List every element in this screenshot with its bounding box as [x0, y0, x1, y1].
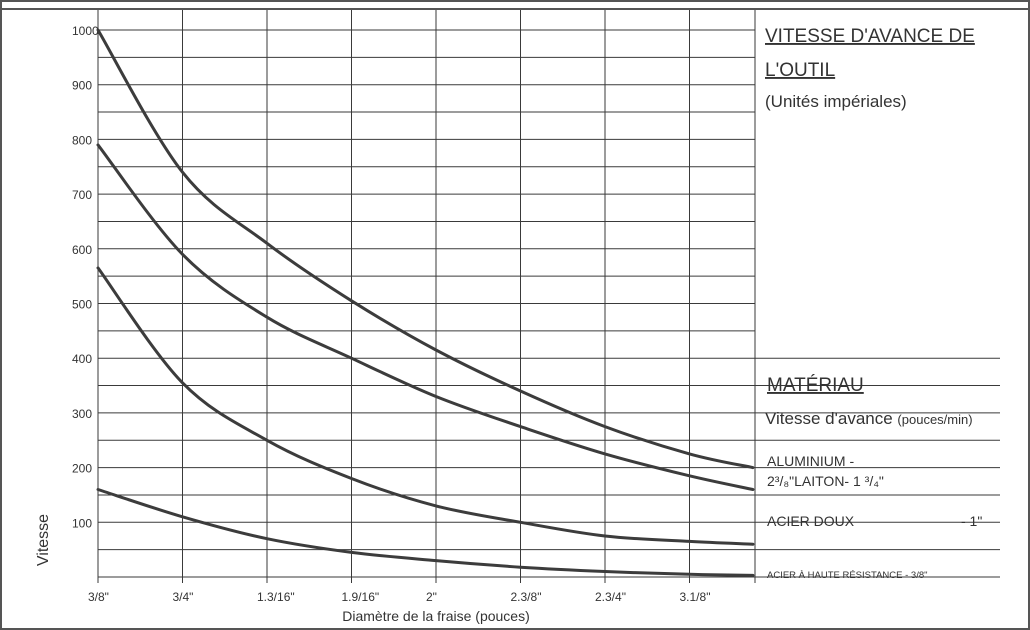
series-line-1: [96, 28, 755, 470]
x-tick-labels: 3/8" 3/4" 1.3/16" 1.9/16" 2" 2.3/8" 2.3/4" 3.1/…: [88, 590, 710, 604]
y-tick-label: 300: [72, 407, 92, 421]
x-tick-label: 3/4": [173, 590, 194, 604]
legend-subheading-unit: (pouces/min): [897, 412, 972, 427]
legend-item-laiton: 2³/₈"LAITON- 1 ³/₄": [767, 473, 884, 489]
series-line-3: [96, 266, 755, 546]
y-tick-label: 1000: [72, 24, 99, 38]
x-tick-label: 2": [426, 590, 437, 604]
chart-title-line-2: L'OUTIL: [765, 60, 835, 81]
series-line-4: [96, 488, 755, 577]
legend-subheading-text: Vitesse d'avance: [765, 409, 893, 428]
legend-item-acier-doux-value: - 1": [961, 513, 982, 529]
y-tick-labels: 1000 900 800 700 600 500 400 300 200 100: [72, 24, 99, 530]
y-tick-label: 100: [72, 516, 92, 530]
x-tick-label: 2.3/4": [595, 590, 626, 604]
series-lines: [96, 28, 755, 577]
y-axis-title: Vitesse: [35, 514, 52, 566]
legend-item-acier-doux: ACIER DOUX: [767, 513, 855, 529]
y-tick-label: 500: [72, 298, 92, 312]
x-axis-title: Diamètre de la fraise (pouces): [342, 608, 530, 624]
x-tick-label: 3.1/8": [680, 590, 711, 604]
chart-title-line-1: VITESSE D'AVANCE DE: [765, 26, 975, 47]
x-tick-label: 2.3/8": [511, 590, 542, 604]
legend-heading: MATÉRIAU: [767, 375, 864, 396]
y-tick-label: 600: [72, 243, 92, 257]
y-tick-label: 900: [72, 79, 92, 93]
chart-subtitle: (Unités impériales): [765, 92, 907, 111]
x-tick-label: 1.9/16": [342, 590, 380, 604]
series-line-2: [96, 143, 755, 491]
legend-item-aluminium: ALUMINIUM -: [767, 453, 854, 469]
legend-subheading: Vitesse d'avance (pouces/min): [765, 409, 973, 428]
legend-item-acier-haute-resistance: ACIER À HAUTE RÉSISTANCE - 3/8": [767, 570, 928, 581]
y-tick-label: 800: [72, 133, 92, 147]
x-tick-label: 1.3/16": [257, 590, 295, 604]
y-tick-label: 400: [72, 352, 92, 366]
y-tick-label: 700: [72, 188, 92, 202]
y-tick-label: 200: [72, 462, 92, 476]
x-tick-label: 3/8": [88, 590, 109, 604]
